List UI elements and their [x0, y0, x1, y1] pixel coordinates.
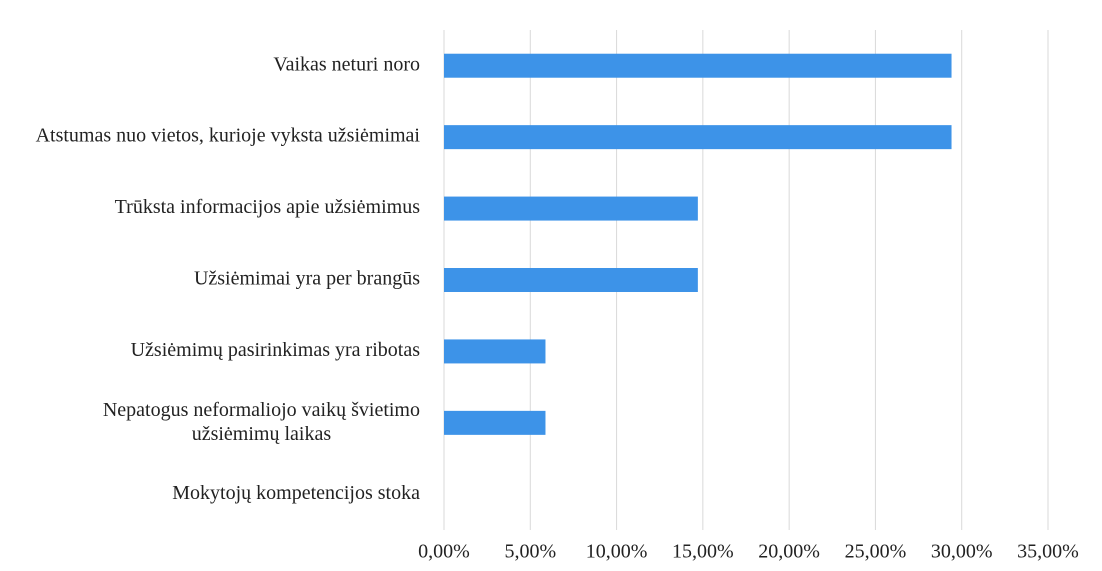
- label-line: Nepatogus neformaliojo vaikų švietimo: [103, 398, 420, 420]
- bar: [444, 125, 952, 150]
- x-tick-label: 25,00%: [845, 541, 907, 563]
- x-tick-label: 15,00%: [672, 541, 734, 563]
- y-tick-label: Atstumas nuo vietos, kurioje vyksta užsi…: [36, 125, 421, 147]
- bar: [444, 410, 546, 435]
- bar: [444, 196, 698, 221]
- x-tick-label: 20,00%: [758, 541, 820, 563]
- bar: [444, 339, 546, 364]
- label-line: užsiėmimų laikas: [192, 422, 332, 444]
- y-tick-label: Mokytojų kompetencijos stoka: [172, 482, 420, 504]
- x-tick-label: 30,00%: [931, 541, 993, 563]
- x-tick-label: 10,00%: [586, 541, 648, 563]
- y-tick-label: Trūksta informacijos apie užsiėmimus: [115, 196, 421, 218]
- x-tick-label: 0,00%: [418, 541, 470, 563]
- y-tick-label: Užsiėmimų pasirinkimas yra ribotas: [131, 339, 421, 361]
- bar: [444, 53, 952, 78]
- x-tick-label: 5,00%: [504, 541, 556, 563]
- y-tick-label: Nepatogus neformaliojo vaikų švietimo užs…: [103, 398, 420, 444]
- y-tick-label: Užsiėmimai yra per brangūs: [194, 268, 420, 290]
- x-tick-label: 35,00%: [1017, 541, 1079, 563]
- y-tick-label: Vaikas neturi noro: [273, 53, 420, 75]
- bar: [444, 268, 698, 292]
